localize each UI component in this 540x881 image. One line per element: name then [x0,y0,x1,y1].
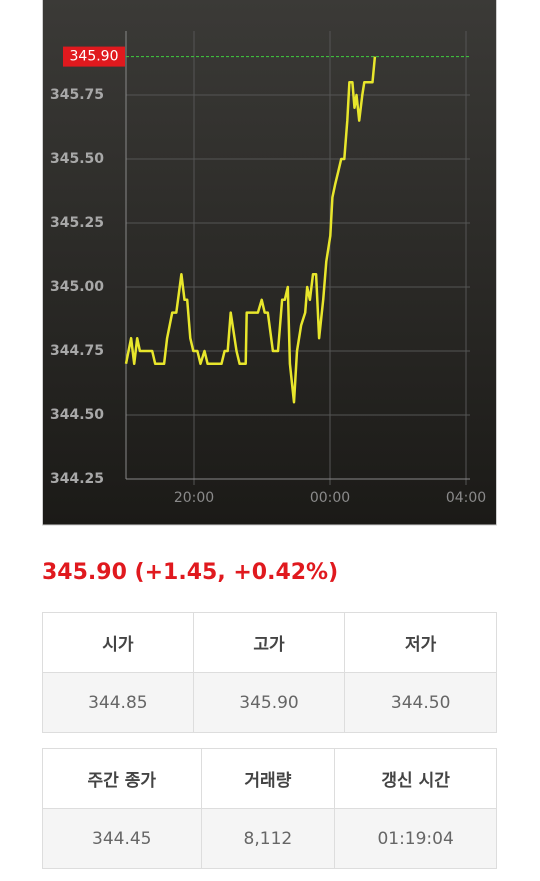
reference-label: 345.90 [70,49,119,65]
y-tick-label: 344.75 [50,343,104,359]
x-tick-label: 00:00 [310,490,350,506]
header-row: 주간 종가 거래량 갱신 시간 [42,748,497,809]
cell: 고가 [192,612,346,673]
cell: 저가 [344,612,497,673]
value-row: 344.45 8,112 01:19:04 [42,808,497,869]
y-tick-label: 345.75 [50,87,104,103]
quote: 345.90 (+1.45, +0.42%) [42,560,339,585]
cell: 시가 [42,612,194,673]
cell: 8,112 [200,808,336,869]
chart-panel [42,0,497,526]
x-tick-label: 04:00 [446,490,486,506]
cell: 344.50 [344,672,497,733]
y-tick-label: 345.25 [50,215,104,231]
reference-badge [63,46,125,67]
cell: 01:19:04 [334,808,497,869]
cell: 344.85 [42,672,194,733]
y-tick-label: 344.25 [50,471,104,487]
x-tick-label: 20:00 [174,490,214,506]
cell: 345.90 [192,672,346,733]
price-line [124,56,377,404]
cell: 갱신 시간 [334,748,497,809]
header-row: 시가 고가 저가 [42,612,497,673]
table: 주간 종가 거래량 갱신 시간 344.45 8,112 01:19:04 [42,748,497,869]
value-row: 344.85 345.90 344.50 [42,672,497,733]
cell: 거래량 [200,748,336,809]
cell: 344.45 [42,808,202,869]
chart: 344.25 344.50 344.75 345.00 345.25 345.50 345.… [42,0,497,526]
table: 시가 고가 저가 344.85 345.90 344.50 [42,612,497,733]
y-tick-label: 345.50 [50,151,104,167]
y-tick-label: 345.00 [50,279,104,295]
cell: 주간 종가 [42,748,202,809]
y-tick-label: 344.50 [50,407,104,423]
